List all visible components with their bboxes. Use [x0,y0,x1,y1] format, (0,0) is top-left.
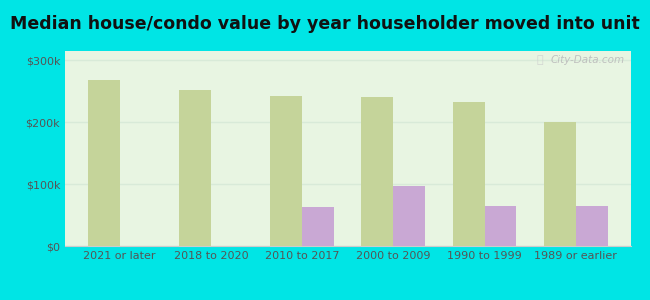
Text: City-Data.com: City-Data.com [551,55,625,65]
Text: ⓘ: ⓘ [536,55,543,65]
Bar [361,98,393,246]
Bar [88,80,120,246]
Bar [270,96,302,246]
Text: Median house/condo value by year householder moved into unit: Median house/condo value by year househo… [10,15,640,33]
Bar [179,90,211,246]
Bar [393,186,425,246]
Bar [484,206,517,246]
Bar [576,206,608,246]
Bar [452,102,484,246]
Bar [302,207,334,246]
Bar [544,122,576,246]
